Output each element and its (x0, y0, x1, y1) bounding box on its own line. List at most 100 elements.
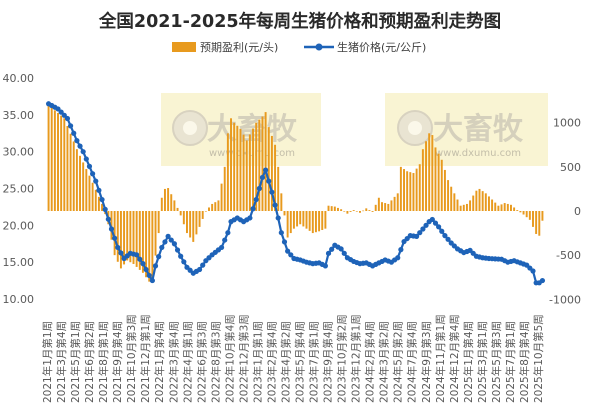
watermarks: 大畜牧 www.dxumu.com 大畜牧 www.dxumu.com (161, 93, 548, 166)
profit-bar (160, 197, 163, 211)
profit-bar (192, 211, 195, 242)
profit-bar (230, 118, 232, 211)
profit-bar (255, 122, 258, 211)
profit-bar (525, 211, 528, 218)
profit-bar (462, 204, 465, 211)
legend-label-profit: 预期盈利(元/头) (200, 41, 278, 54)
profit-bar (296, 211, 299, 227)
profit-bar (223, 166, 226, 211)
right-axis-tick: -500 (556, 249, 581, 262)
profit-bar (349, 211, 352, 212)
profit-bar (340, 209, 343, 211)
profit-bar (267, 127, 270, 211)
price-point (325, 250, 332, 256)
price-point (105, 216, 111, 222)
profit-bar (252, 128, 255, 211)
profit-bar (318, 211, 321, 232)
right-axis-tick: 500 (560, 161, 581, 174)
profit-bar (198, 211, 201, 227)
price-point (285, 248, 291, 254)
price-point (275, 215, 281, 221)
price-point (269, 189, 275, 195)
profit-bar (437, 153, 440, 211)
profit-bar (519, 211, 522, 213)
profit-bar (277, 166, 280, 211)
profit-bar (359, 211, 361, 213)
profit-bar (173, 200, 176, 211)
profit-bar (261, 116, 264, 211)
right-axis-tick: -1000 (549, 293, 581, 306)
profit-bar (481, 191, 484, 211)
price-point (253, 196, 259, 203)
x-axis-tick: 2021年5月第1周 (69, 321, 82, 403)
profit-bar (204, 211, 207, 212)
profit-bar (393, 196, 396, 211)
profit-bar (421, 149, 424, 211)
price-point (80, 149, 86, 155)
watermark-2-logo-inner-icon (408, 121, 422, 135)
price-point (83, 156, 89, 162)
profit-bar (97, 196, 100, 211)
profit-bar (299, 211, 302, 225)
profit-bar (123, 211, 126, 265)
profit-bar (346, 211, 349, 214)
profit-bar (283, 211, 286, 216)
price-point (71, 130, 77, 136)
legend-swatch-profit (172, 42, 196, 52)
profit-bar (239, 128, 242, 211)
price-point (417, 230, 423, 236)
price-point (115, 244, 121, 251)
x-axis-tick: 2024年2月第4周 (364, 321, 377, 403)
price-point (159, 244, 165, 251)
profit-bar (195, 211, 198, 235)
profit-bar (101, 203, 104, 211)
price-point (137, 256, 143, 262)
x-axis-tick: 2025年3月第1周 (476, 321, 489, 403)
profit-bar (280, 193, 283, 211)
axes: 10.00 15.00 20.00 25.00 30.00 35.00 40.00 -1000… (3, 72, 582, 403)
x-axis-tick: 2025年7月第1周 (504, 321, 517, 403)
profit-bar (60, 115, 63, 211)
profit-bar (47, 105, 50, 211)
right-axis-tick: 1000 (553, 117, 581, 130)
profit-bar (245, 140, 248, 211)
profit-bar (541, 211, 544, 221)
profit-bar (157, 211, 160, 234)
x-axis-tick: 2025年1月第4周 (462, 321, 475, 403)
profit-bar (472, 195, 475, 211)
profit-bar (167, 188, 170, 211)
profit-bar (170, 194, 173, 211)
price-point (442, 233, 448, 239)
profit-bar (138, 211, 141, 270)
profit-bar (289, 211, 292, 234)
x-axis-tick: 2023年9月第4周 (322, 321, 335, 403)
profit-bar (274, 144, 277, 211)
x-axis-tick: 2021年8月第1周 (97, 321, 110, 403)
price-point (530, 268, 536, 274)
profit-bar (151, 211, 154, 279)
x-axis-tick: 2022年3月第4周 (167, 321, 180, 403)
profit-bar (453, 193, 456, 211)
x-axis-tick: 2023年2月第4周 (266, 321, 279, 403)
x-axis-tick: 2024年11月第1周 (434, 314, 447, 403)
profit-bar (132, 211, 135, 264)
x-axis-tick: 2023年10月第2周 (336, 314, 349, 403)
price-point (218, 244, 225, 251)
price-point (162, 239, 168, 245)
profit-bar (66, 126, 69, 211)
price-point (90, 171, 96, 177)
profit-bar (69, 133, 72, 211)
profit-bar (390, 200, 393, 211)
profit-bar (487, 196, 490, 211)
price-point (102, 206, 108, 212)
profit-bar (85, 169, 88, 211)
profit-bar (113, 211, 116, 256)
price-point (322, 263, 328, 269)
profit-bar (374, 204, 377, 211)
price-point (281, 239, 288, 245)
legend: 预期盈利(元/头) 生猪价格(元/公斤) (172, 40, 426, 54)
profit-bar (513, 207, 516, 211)
profit-bar (286, 211, 289, 238)
price-point (263, 167, 269, 173)
